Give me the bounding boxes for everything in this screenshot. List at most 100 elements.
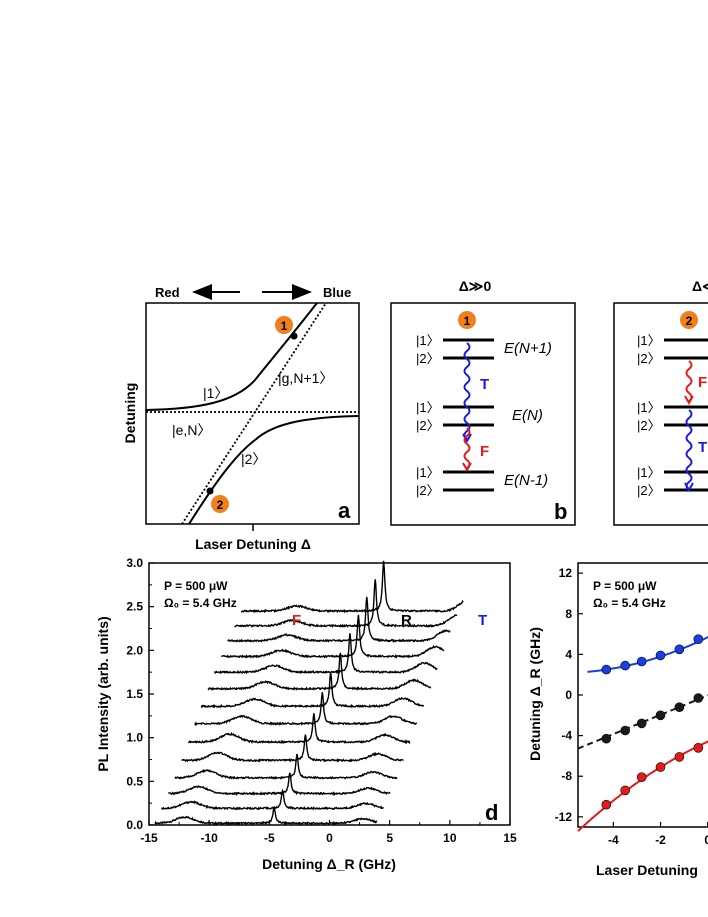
y-tick-label: -8 [561,769,572,783]
dot-1 [290,332,298,340]
panel-e-xlabel: Laser Detuning [596,862,698,878]
marker-2 [211,495,229,513]
data-point-F [601,799,612,810]
panel-d-F-label: F [292,612,301,629]
panel-b-energy-top: E(N+1) [504,340,552,357]
panel-c-frame [613,302,708,526]
y-tick-label: -4 [561,729,572,743]
panel-d-xlabel: Detuning Δ_R (GHz) [262,856,396,872]
state-gN1-label: |g,N+1〉 [278,370,333,386]
blue-label: Blue [323,285,351,300]
panel-d-ylabel: PL Intensity (arb. units) [95,616,111,771]
panel-d-T-label: T [478,612,487,629]
spectrum-line [227,596,451,644]
x-tick-label: -15 [140,831,158,845]
x-tick-label: 0 [704,833,708,847]
data-point-R [655,710,666,721]
red-label: Red [155,285,180,300]
panel-c-ket2-top: |2〉 [637,351,661,366]
panel-b-ket2-mid: |2〉 [416,418,440,433]
fit-line-T [587,636,708,673]
state-eN-label: |e,N〉 [172,422,211,438]
panel-e: -12 -8 -4 0 4 8 12 -4 -2 0 P = 500 μW Ω₀ = 5.4 GH… [527,562,708,878]
spectrum-line [221,614,445,659]
panel-c-T-label: T [698,439,707,456]
y-tick-label: -12 [555,810,573,824]
data-point-R [636,718,647,729]
panel-b-T-wave [463,342,471,440]
x-tick-label: 15 [503,831,517,845]
data-point-F [636,772,647,783]
panel-d-letter: d [485,800,498,825]
data-point-F [693,742,704,753]
panel-c-ket1-mid: |1〉 [637,400,661,415]
y-tick-label: 0.5 [126,774,143,788]
panel-b-marker [458,311,476,329]
panel-b-F-wave [463,427,471,469]
x-tick-label: -4 [608,833,619,847]
panel-d-rabi: Ω₀ = 5.4 GHz [164,596,237,610]
panel-c-marker-label: 2 [686,314,693,328]
panel-d-spectra [154,560,464,826]
panel-c-F-arrowhead [684,395,694,406]
data-point-T [674,644,685,655]
fit-line-R [577,694,708,750]
panel-c-T-wave [685,409,693,491]
y-tick-label: 0 [565,688,572,702]
spectrum-line [194,692,418,727]
data-point-R [620,725,631,736]
x-tick-label: -10 [200,831,218,845]
panel-c-marker [680,311,698,329]
panel-c-levels [664,338,708,492]
y-tick-label: 3.0 [126,556,143,570]
panel-c-T-arrowhead [684,482,694,493]
data-point-F [620,785,631,796]
panel-e-rabi: Ω₀ = 5.4 GHz [593,596,666,610]
panel-d-power: P = 500 μW [164,579,228,593]
spectrum-line [200,672,425,709]
panel-b-ket2-top: |2〉 [416,351,440,366]
panel-b-frame [390,302,576,526]
panel-d-R-label: R [401,612,412,629]
panel-c-title: Δ≪0 [692,278,708,294]
y-tick-label: 4 [565,647,572,661]
x-tick-label: 0 [326,831,333,845]
panel-c-F-label: F [698,374,707,391]
panel-a-xlabel: Laser Detuning Δ [195,536,311,552]
spectrum-line [234,579,458,629]
spectrum-line [181,734,404,763]
panel-b-energy-bot: E(N-1) [504,472,548,489]
panel-c-F-wave [685,360,693,402]
y-tick-label: 1.5 [126,687,143,701]
panel-c-ket1-top: |1〉 [637,333,661,348]
data-point-R [693,693,704,703]
panel-b-F-arrowhead [462,462,472,473]
spectrum-line [207,652,432,691]
panel-b-energy-mid: E(N) [512,407,543,424]
panel-b-F-label: F [480,443,489,460]
panel-c: Δ≪0 2 |1〉 |2〉 |1〉 |2〉 |1〉 |2〉 F T [613,278,708,526]
panel-e-power: P = 500 μW [593,579,657,593]
panel-b-ket2-bot: |2〉 [416,483,440,498]
spectrum-line [187,713,411,745]
spectrum-line [174,753,398,780]
panel-b-letter: b [554,499,567,524]
data-point-T [693,634,704,645]
y-tick-label: 2.0 [126,643,143,657]
spectrum-line [240,560,464,614]
marker-2-label: 2 [217,498,224,512]
data-point-T [601,664,612,675]
panel-b-T-arrowhead [462,433,472,444]
panel-c-ket2-bot: |2〉 [637,483,661,498]
data-point-T [655,650,666,661]
panel-b-ket1-bot: |1〉 [416,465,440,480]
data-point-R [601,733,612,744]
x-tick-label: -5 [264,831,275,845]
spectrum-line [168,772,391,797]
panel-c-ket2-mid: |2〉 [637,418,661,433]
panel-e-points [601,634,704,810]
upper-branch [145,302,318,411]
y-tick-label: 2.5 [126,600,143,614]
spectrum-line [160,788,384,811]
